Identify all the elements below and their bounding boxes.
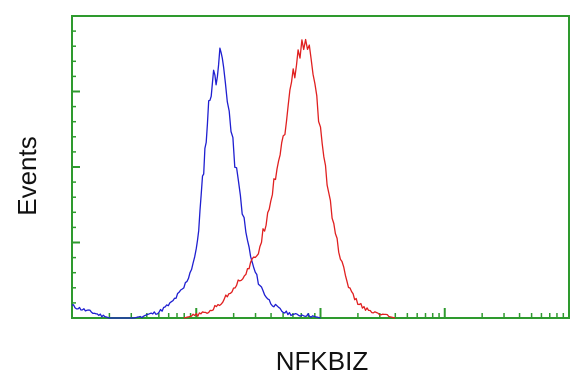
plot-frame: [71, 15, 570, 319]
series-2-line: [183, 38, 396, 319]
x-axis-label: NFKBIZ: [276, 346, 369, 376]
y-axis-label: Events: [12, 136, 42, 216]
series-1-line: [71, 47, 321, 319]
